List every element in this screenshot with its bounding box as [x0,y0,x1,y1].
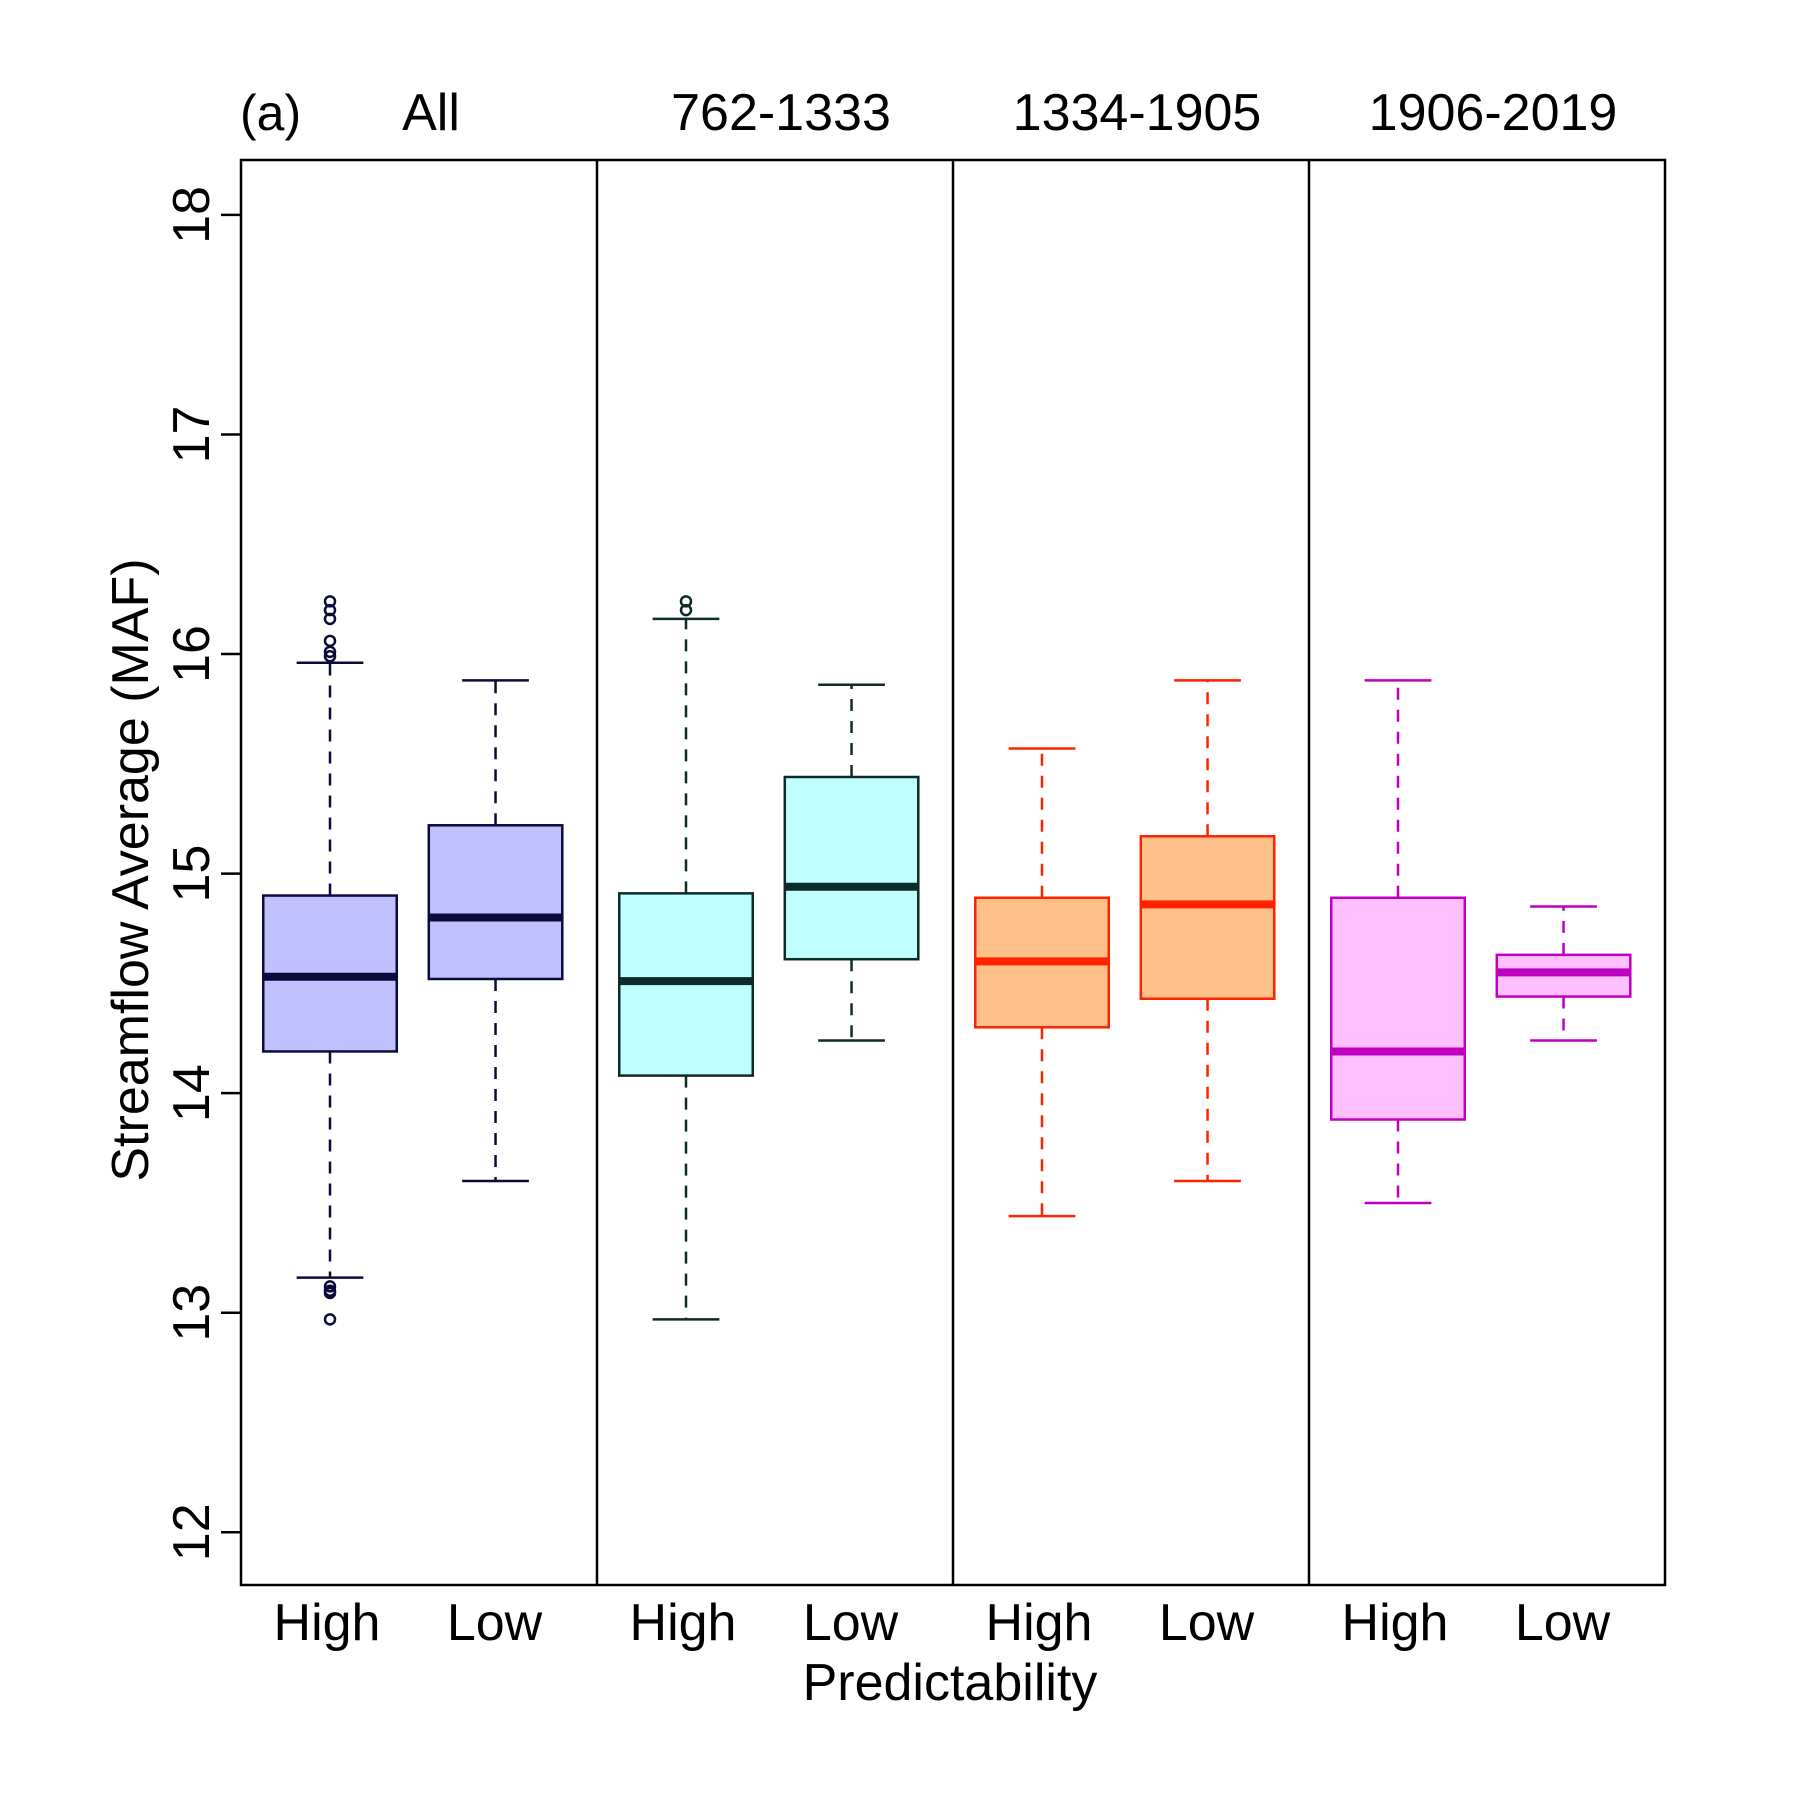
box-body [783,775,920,961]
box-All-High [262,595,398,1326]
panel-label: (a) [240,85,301,141]
outlier-point [323,1280,337,1293]
outlier-point [679,603,693,617]
y-tick-label: 12 [163,1503,221,1561]
box-body [1330,896,1466,1121]
group-title-762-1333: 762-1333 [671,84,891,142]
box-body [427,824,564,981]
y-tick-label: 16 [163,625,221,683]
x-tick-label: High [274,1594,381,1652]
outlier-point [323,1286,337,1300]
box-1334-1905-High [974,747,1110,1218]
y-tick-label: 17 [163,406,221,464]
x-tick-label: High [986,1594,1093,1652]
group-title-1334-1905: 1334-1905 [1013,84,1262,142]
x-axis-title: Predictability [803,1654,1098,1712]
outlier-point [323,649,337,663]
y-axis: 12 13 14 15 16 17 18 [163,186,241,1561]
box-762-1333-Low [783,683,920,1042]
y-tick-label: 14 [163,1064,221,1122]
labels: (a) Streamflow Average (MAF) Predictabil… [102,85,1097,1712]
x-tick-label: Low [447,1594,543,1652]
group-title-All: All [402,84,460,142]
boxes: High Low High Low High Low High Low [262,595,1632,1652]
box-762-1333-High [618,595,754,1321]
x-tick-label: Low [1159,1594,1255,1652]
x-tick-label: Low [1515,1594,1611,1652]
box-1906-2019-Low [1495,905,1632,1042]
panels: All 762-1333 1334-1905 1906-2019 [239,84,1667,1587]
y-tick-label: 13 [163,1284,221,1342]
outlier-point [323,1313,337,1326]
y-tick-label: 15 [163,845,221,903]
box-1334-1905-Low [1139,679,1276,1183]
x-tick-label: Low [803,1594,899,1652]
group-title-1906-2019: 1906-2019 [1369,84,1618,142]
x-tick-label: High [1342,1594,1449,1652]
box-1906-2019-High [1330,679,1466,1205]
outlier-point [323,612,337,626]
x-tick-label: High [630,1594,737,1652]
box-body [1139,835,1276,1001]
y-axis-title: Streamflow Average (MAF) [102,558,160,1181]
y-tick-label: 18 [163,186,221,244]
outlier-point [323,645,337,659]
box-All-Low [427,679,564,1183]
